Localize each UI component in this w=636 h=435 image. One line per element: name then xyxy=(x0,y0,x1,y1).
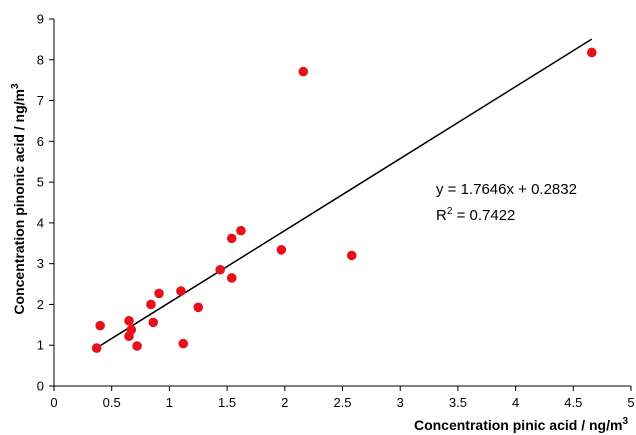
x-tick-label: 5 xyxy=(627,395,634,410)
x-tick-label: 1 xyxy=(166,395,173,410)
axes: 0 1 2 3 4 5 6 7 8 9 0 0.5 1 1.5 2 2.5 3 3.5 4 4.5 5 xyxy=(37,12,635,411)
y-tick-label: 8 xyxy=(37,52,44,67)
data-point xyxy=(176,286,186,296)
y-tick-label: 0 xyxy=(37,379,44,394)
r-squared-annotation: R2 = 0.7422 xyxy=(436,206,515,224)
trendline xyxy=(96,38,593,349)
x-axis-title: Concentration pinic acid / ng/m3 xyxy=(414,416,628,433)
x-tick-label: 1.5 xyxy=(218,395,236,410)
data-point xyxy=(226,273,237,283)
data-point xyxy=(215,264,225,275)
r-squared-value: = 0.7422 xyxy=(452,207,515,224)
y-tick-label: 5 xyxy=(37,175,44,190)
data-point xyxy=(226,233,237,244)
data-point xyxy=(346,250,357,261)
x-tick-label: 3.5 xyxy=(449,395,467,410)
data-point xyxy=(154,288,164,299)
y-tick-label: 7 xyxy=(37,93,44,108)
x-tick-label: 3 xyxy=(397,395,404,410)
x-tick-label: 4.5 xyxy=(564,395,582,410)
data-point xyxy=(148,317,159,328)
x-tick-label: 2.5 xyxy=(333,395,351,410)
x-tick-label: 2 xyxy=(281,395,288,410)
y-tick-label: 6 xyxy=(37,134,44,149)
y-axis-title-superscript: 3 xyxy=(10,83,21,89)
data-point xyxy=(95,320,105,331)
x-tick-label: 4 xyxy=(512,395,519,410)
data-point xyxy=(132,341,142,351)
data-point xyxy=(586,47,597,58)
y-tick-label: 9 xyxy=(37,12,44,27)
y-axis-title-text: Concentration pinonic acid / ng/m xyxy=(11,89,27,315)
data-point xyxy=(126,324,137,335)
y-tick-label: 3 xyxy=(37,256,44,271)
x-axis-title-text: Concentration pinic acid / ng/m xyxy=(414,417,622,433)
data-point xyxy=(178,338,189,349)
data-point xyxy=(91,343,102,353)
data-point xyxy=(276,245,287,255)
y-tick-label: 1 xyxy=(37,338,44,353)
r-squared-superscript: 2 xyxy=(447,206,453,217)
r-squared-label: R xyxy=(436,207,447,224)
trendline-equation: y = 1.7646x + 0.2832 xyxy=(436,181,577,198)
data-points xyxy=(91,47,597,353)
data-point xyxy=(193,302,204,313)
data-point xyxy=(298,66,309,77)
y-tick-label: 4 xyxy=(37,215,44,230)
x-tick-label: 0.5 xyxy=(103,395,121,410)
y-axis-title: Concentration pinonic acid / ng/m3 xyxy=(10,83,27,315)
trendline-group xyxy=(96,38,593,349)
data-point xyxy=(146,299,156,310)
data-point xyxy=(236,225,246,236)
x-tick-label: 0 xyxy=(50,395,57,410)
y-tick-label: 2 xyxy=(37,297,44,312)
x-axis-title-superscript: 3 xyxy=(622,416,628,427)
data-point xyxy=(124,315,134,326)
